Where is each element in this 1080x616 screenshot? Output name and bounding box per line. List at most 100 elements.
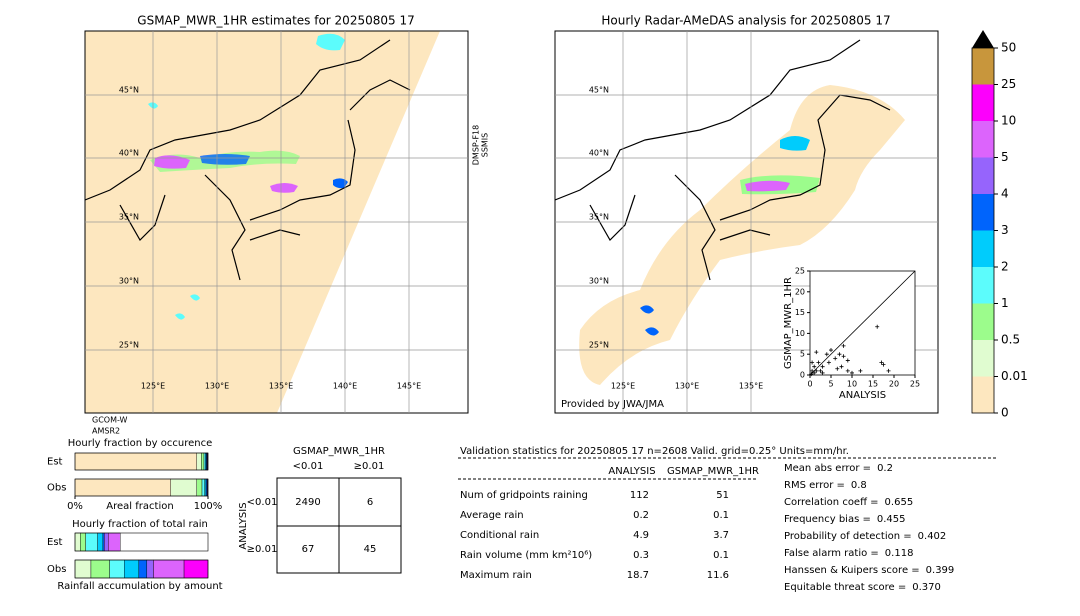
bar-segment [75,453,197,470]
stat-value: 112 [630,490,649,501]
category-label: Obs [47,564,66,575]
colorbar-label: 4 [1001,187,1009,201]
lat-label: 45°N [589,86,609,95]
colorbar-band [972,158,994,195]
lat-label: 25°N [119,341,139,350]
table-cell: 67 [302,544,315,555]
stat-label: Maximum rain [460,570,532,581]
bar-segment [110,560,125,578]
table-cell: 2490 [295,497,320,508]
stat-value: 0.2 [633,510,649,521]
x-axis-label: Areal fraction [106,501,173,512]
colorbar-label: 50 [1001,41,1016,55]
colorbar-label: 25 [1001,77,1016,91]
x-tick-label: 5 [828,380,833,389]
score-value: 0.118 [885,548,914,559]
colorbar-band [972,377,994,414]
lon-label: 135°E [269,382,293,391]
lat-label: 30°N [119,277,139,286]
x-tick-label: 10 [847,380,857,389]
score-label: Equitable threat score = [784,582,906,593]
score-label: Frequency bias = [784,514,871,525]
stat-value: 51 [716,490,729,501]
lon-label: 130°E [675,382,699,391]
table-title: GSMAP_MWR_1HR [293,446,385,457]
stat-value: 3.7 [713,530,729,541]
table-cell: 6 [367,497,373,508]
category-label: Est [47,537,63,548]
score-value: 0.399 [926,565,955,576]
score-value: 0.370 [912,582,941,593]
colorbar-label: 0.01 [1001,369,1028,383]
lat-label: 45°N [119,86,139,95]
score-label: Correlation coeff = [784,497,879,508]
y-tick-label: 25 [795,267,805,276]
map-title: GSMAP_MWR_1HR estimates for 20250805 17 [137,14,414,28]
x-tick-label: 15 [868,380,878,389]
bar-segment [75,533,80,551]
stat-label: Average rain [460,510,524,521]
colorbar-label: 5 [1001,150,1009,164]
lon-label: 125°E [611,382,635,391]
row-label: ≥0.01 [247,544,278,555]
lat-label: 35°N [589,213,609,222]
bar-segment [153,560,184,578]
bar-segment [202,479,205,496]
satellite-label: DMSP-F18 [472,125,481,165]
x-tick-label: 100% [194,501,223,512]
score-value: 0.655 [885,497,914,508]
stat-label: Num of gridpoints raining [460,490,588,501]
column-label: ≥0.01 [354,461,385,472]
score-value: 0.8 [851,480,867,491]
bar-segment [184,560,208,578]
satellite-label: AMSR2 [92,427,120,436]
y-tick-label: 0 [800,371,805,380]
bar-segment [201,453,204,470]
bar-chart-title: Hourly fraction of total rain [72,519,208,530]
colorbar-band [972,267,994,304]
stat-label: Conditional rain [460,530,539,541]
bar-segment [86,533,98,551]
bar-segment [124,560,139,578]
y-tick-label: 10 [795,329,805,338]
column-label: <0.01 [293,461,324,472]
x-tick-label: 25 [910,380,920,389]
score-value: 0.402 [918,531,947,542]
lat-label: 35°N [119,213,139,222]
lat-label: 25°N [589,341,609,350]
score-label: False alarm ratio = [784,548,879,559]
colorbar-label: 3 [1001,223,1009,237]
y-tick-label: 5 [800,350,805,359]
lon-label: 130°E [205,382,229,391]
bar-segment [139,560,147,578]
stat-value: 0.1 [713,550,729,561]
lon-label: 145°E [397,382,421,391]
colorbar-label: 0 [1001,406,1009,420]
score-label: Probability of detection = [784,531,912,542]
colorbar-label: 10 [1001,114,1016,128]
satellite-label: SSMIS [481,133,490,158]
stat-label: Rain volume (mm km²10⁶) [460,550,592,561]
category-label: Obs [47,483,66,494]
score-label: RMS error = [784,480,845,491]
score-value: 0.2 [877,463,893,474]
y-tick-label: 15 [795,308,805,317]
colorbar-label: 0.5 [1001,333,1020,347]
lat-label: 40°N [119,149,139,158]
x-tick-label: 0% [67,501,83,512]
credit: Provided by JWA/JMA [561,399,664,410]
satellite-label: GCOM-W [92,416,128,425]
lat-label: 40°N [589,149,609,158]
lat-label: 30°N [589,277,609,286]
bar-segment [91,560,110,578]
score-value: 0.455 [877,514,906,525]
x-tick-label: 0 [807,380,812,389]
bar-segment [75,560,91,578]
colorbar-label: 1 [1001,296,1009,310]
stat-value: 0.3 [633,550,649,561]
colorbar-extend [972,30,994,48]
bar-segment [108,533,120,551]
map-title: Hourly Radar-AMeDAS analysis for 2025080… [601,14,890,28]
colorbar-band [972,85,994,122]
